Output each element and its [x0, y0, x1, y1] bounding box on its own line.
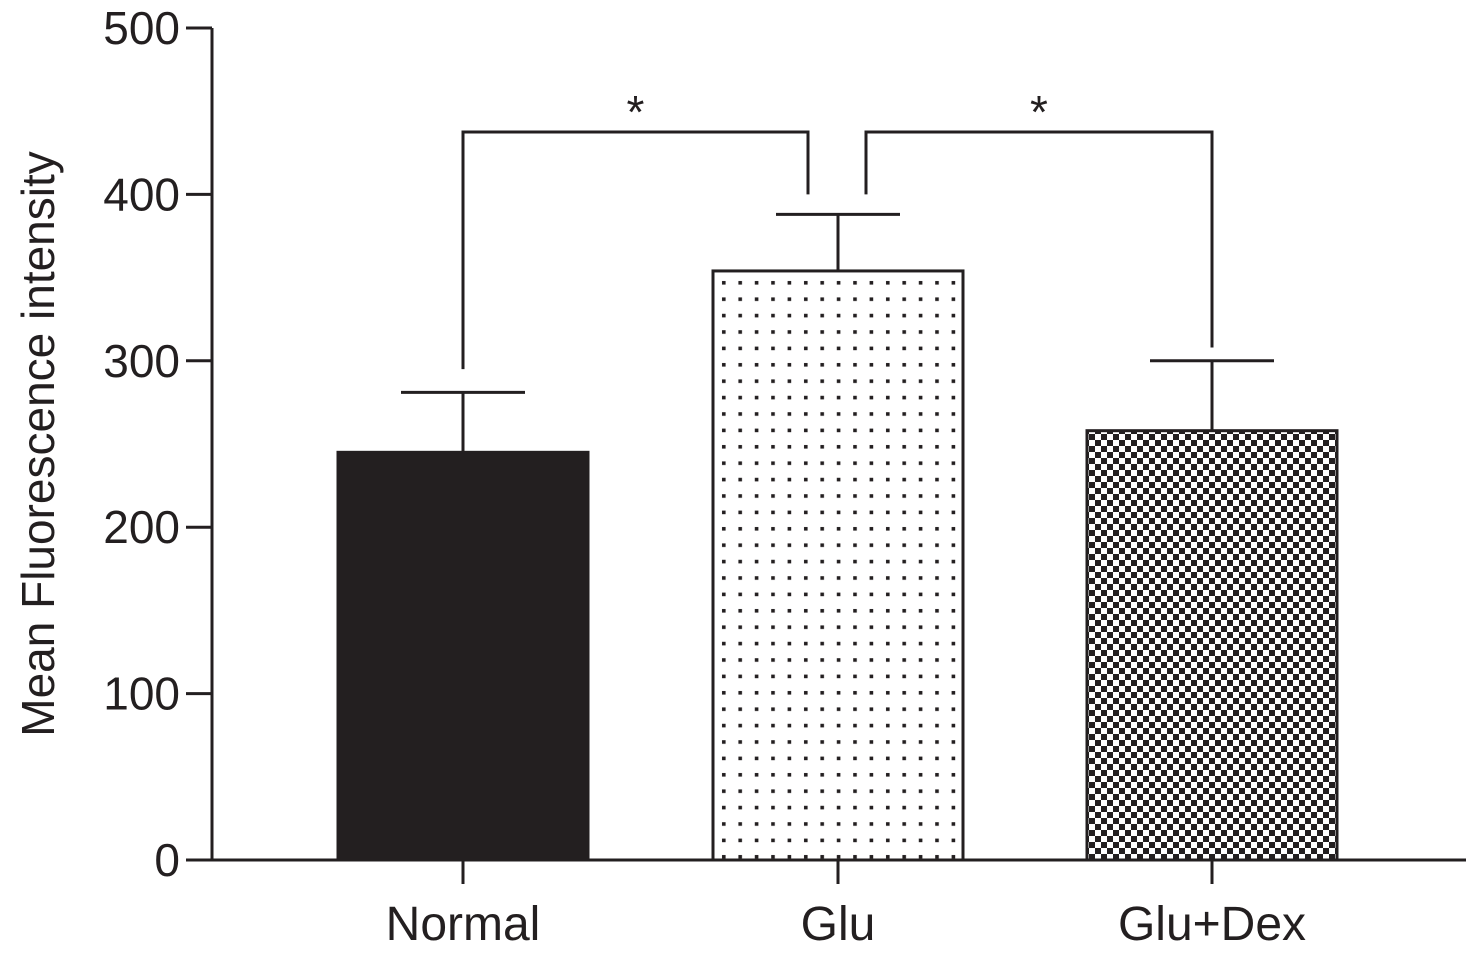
significance-bracket	[864, 130, 1214, 348]
y-tick-label: 300	[103, 335, 180, 387]
significance-asterisk: *	[627, 86, 645, 138]
y-tick-label: 400	[103, 168, 180, 220]
x-category-label: Glu+Dex	[1118, 898, 1306, 951]
error-bars-group	[401, 212, 1274, 453]
bar-normal	[336, 450, 590, 862]
bar-glu	[711, 269, 965, 862]
significance-bracket	[461, 130, 810, 370]
y-tick-label: 500	[103, 2, 180, 54]
significance-asterisk: *	[1030, 86, 1048, 138]
labels-group: 0 100 200 300 400 500 Normal Glu Glu+Dex Mean Flu…	[12, 2, 1306, 951]
y-tick-label: 100	[103, 668, 180, 720]
y-tick-label: 0	[154, 834, 180, 886]
significance-group: * *	[461, 86, 1214, 370]
bar-glu-dex	[1085, 429, 1339, 862]
y-axis-title: Mean Fluorescence intensity	[12, 151, 64, 737]
x-category-label: Normal	[386, 898, 541, 951]
x-category-label: Glu	[801, 898, 876, 951]
y-tick-label: 200	[103, 501, 180, 553]
axes-group	[186, 26, 1466, 884]
